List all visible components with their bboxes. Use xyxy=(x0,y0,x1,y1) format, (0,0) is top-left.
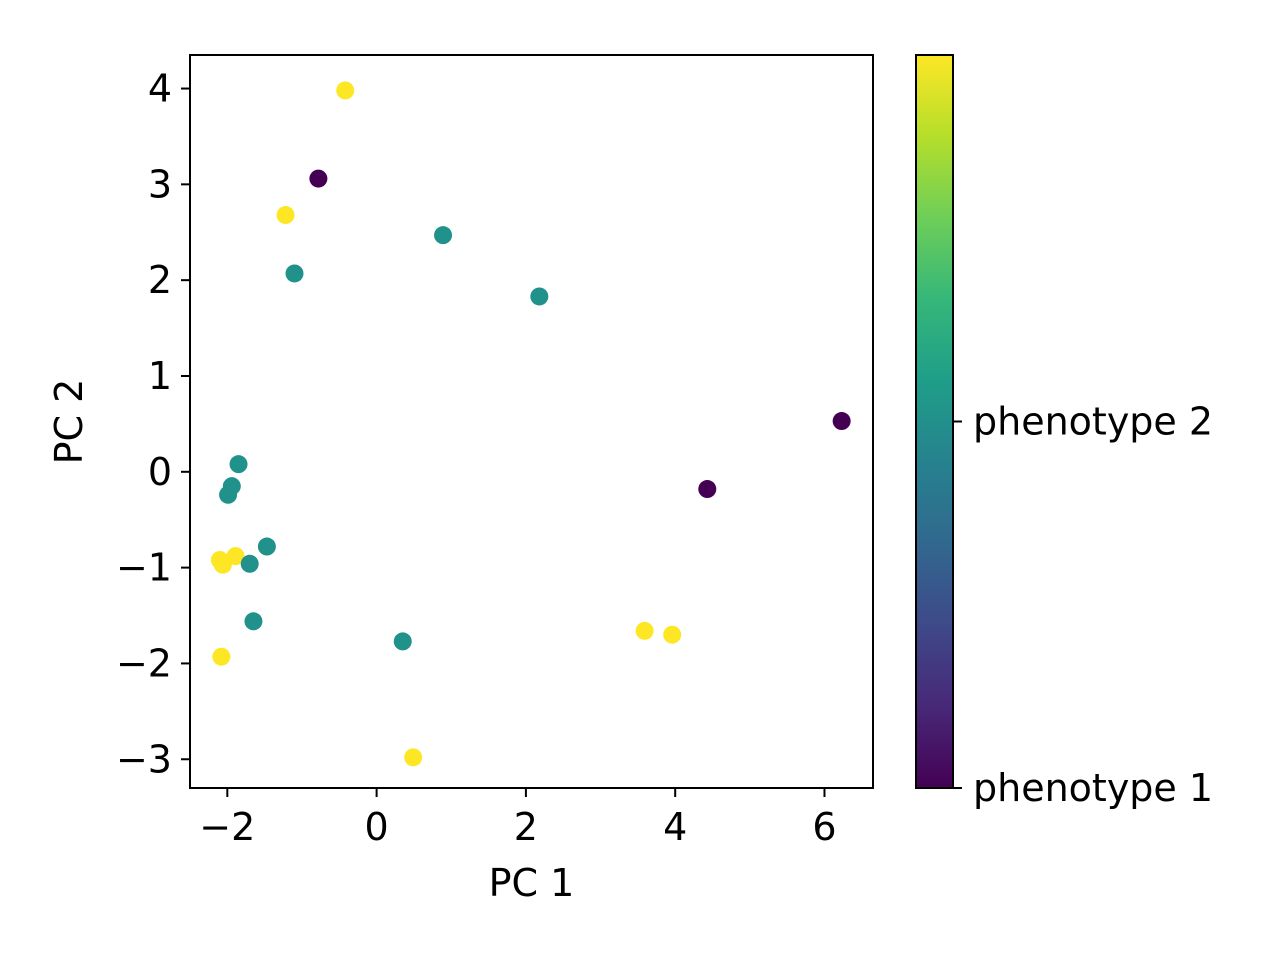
x-tick-label: 4 xyxy=(663,805,687,849)
colorbar-tick-label: phenotype 1 xyxy=(973,766,1213,810)
data-point-17 xyxy=(393,632,412,651)
data-point-4 xyxy=(285,264,304,283)
x-tick-label: −2 xyxy=(199,805,255,849)
data-point-21 xyxy=(404,748,423,767)
data-point-8 xyxy=(229,455,248,474)
data-point-12 xyxy=(226,547,245,566)
data-point-11 xyxy=(257,537,276,556)
y-tick-label: 3 xyxy=(148,162,172,206)
data-point-5 xyxy=(530,287,549,306)
plot-background xyxy=(190,55,873,788)
data-point-10 xyxy=(219,485,238,504)
data-point-0 xyxy=(336,81,355,100)
y-tick-label: 0 xyxy=(148,450,172,494)
data-point-7 xyxy=(698,480,717,499)
x-tick-label: 0 xyxy=(365,805,389,849)
data-point-14 xyxy=(213,555,232,574)
data-point-20 xyxy=(212,647,231,666)
data-point-1 xyxy=(309,169,328,188)
x-axis-label: PC 1 xyxy=(489,861,575,905)
colorbar-tick-label: phenotype 2 xyxy=(973,400,1213,444)
points-layer xyxy=(210,81,851,767)
y-tick-label: 1 xyxy=(148,354,172,398)
y-tick-label: −3 xyxy=(116,737,172,781)
y-axis: −3 −2 −1 0 1 2 3 4 xyxy=(116,67,190,781)
x-tick-label: 2 xyxy=(514,805,538,849)
x-tick-label: 6 xyxy=(812,805,836,849)
data-point-16 xyxy=(244,612,263,631)
data-point-6 xyxy=(832,412,851,431)
y-tick-label: 4 xyxy=(148,67,172,111)
data-point-15 xyxy=(240,554,259,573)
data-point-2 xyxy=(276,206,295,225)
y-axis-label: PC 2 xyxy=(47,379,91,465)
y-tick-label: 2 xyxy=(148,258,172,302)
x-axis: −2 0 2 4 6 xyxy=(199,788,837,849)
data-point-3 xyxy=(434,226,453,245)
data-point-18 xyxy=(635,621,654,640)
colorbar xyxy=(915,54,954,789)
data-point-19 xyxy=(663,625,682,644)
colorbar-ticks: phenotype 1 phenotype 2 xyxy=(953,400,1213,810)
y-tick-label: −2 xyxy=(116,641,172,685)
plot-frame xyxy=(189,54,874,789)
y-tick-label: −1 xyxy=(116,546,172,590)
